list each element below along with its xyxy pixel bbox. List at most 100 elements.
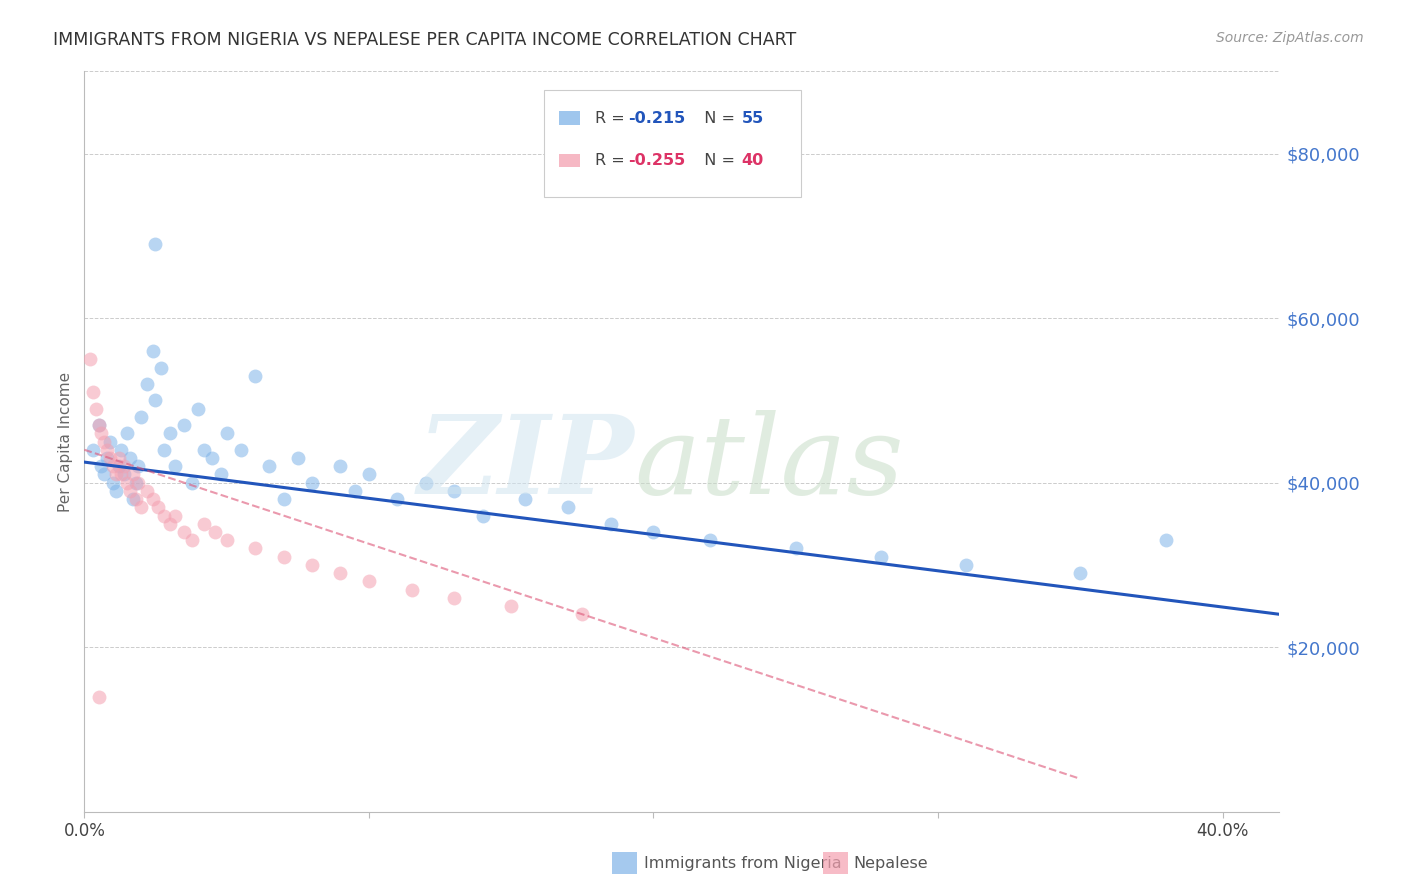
Point [343, 483, 366, 498]
Point [150, 360, 173, 375]
Point [515, 492, 537, 507]
Point [118, 483, 141, 498]
Point [215, 426, 238, 441]
Point [443, 483, 465, 498]
FancyBboxPatch shape [544, 90, 801, 197]
Point [443, 591, 465, 605]
Point [110, 467, 132, 482]
Point [96, 442, 118, 457]
Point [173, 524, 195, 539]
Point [357, 574, 380, 589]
Point [87, 690, 110, 704]
Point [153, 508, 176, 523]
Point [201, 450, 224, 465]
Point [112, 459, 135, 474]
Point [142, 492, 165, 507]
Point [273, 549, 295, 564]
Text: ZIP: ZIP [418, 410, 634, 517]
Point [204, 524, 226, 539]
Point [557, 500, 579, 515]
Point [415, 475, 437, 490]
Point [79, 352, 101, 367]
Point [1154, 533, 1177, 548]
Point [153, 442, 176, 457]
Point [104, 467, 127, 482]
Point [699, 533, 721, 548]
Point [107, 459, 129, 474]
Point [87, 418, 110, 433]
Point [112, 467, 135, 482]
Point [243, 368, 266, 383]
Point [136, 483, 159, 498]
Point [287, 450, 309, 465]
Point [329, 459, 352, 474]
Point [87, 418, 110, 433]
Point [229, 442, 252, 457]
Point [159, 426, 181, 441]
Point [93, 434, 115, 449]
Point [118, 450, 141, 465]
Point [209, 467, 232, 482]
Point [93, 467, 115, 482]
Point [107, 450, 129, 465]
Point [165, 508, 187, 523]
Point [471, 508, 494, 523]
Text: N =: N = [695, 153, 740, 168]
Point [301, 475, 323, 490]
Text: -0.215: -0.215 [628, 111, 685, 126]
Point [259, 459, 281, 474]
Text: R =: R = [595, 153, 630, 168]
Point [193, 516, 215, 531]
Point [115, 426, 138, 441]
Point [870, 549, 893, 564]
Text: 40: 40 [742, 153, 763, 168]
Text: Immigrants from Nigeria: Immigrants from Nigeria [644, 856, 842, 871]
Y-axis label: Per Capita Income: Per Capita Income [58, 371, 73, 512]
Point [127, 475, 149, 490]
Point [193, 442, 215, 457]
Text: 55: 55 [742, 111, 763, 126]
Point [101, 459, 124, 474]
FancyBboxPatch shape [558, 112, 581, 125]
Point [301, 558, 323, 572]
Point [98, 450, 121, 465]
Point [273, 492, 295, 507]
Point [129, 409, 152, 424]
Point [82, 442, 104, 457]
Point [387, 492, 409, 507]
FancyBboxPatch shape [558, 153, 581, 167]
Point [148, 500, 170, 515]
Point [145, 393, 167, 408]
Point [145, 237, 167, 252]
Point [1069, 566, 1091, 581]
Point [124, 475, 146, 490]
Point [165, 459, 187, 474]
Point [243, 541, 266, 556]
Point [90, 459, 112, 474]
Point [98, 434, 121, 449]
Point [121, 467, 143, 482]
Text: atlas: atlas [634, 410, 904, 517]
Point [82, 385, 104, 400]
Text: Nepalese: Nepalese [853, 856, 928, 871]
Point [215, 533, 238, 548]
Text: R =: R = [595, 111, 630, 126]
Point [136, 376, 159, 391]
Point [181, 533, 204, 548]
Point [599, 516, 621, 531]
Point [187, 401, 209, 416]
Point [501, 599, 523, 613]
Point [173, 418, 195, 433]
Text: IMMIGRANTS FROM NIGERIA VS NEPALESE PER CAPITA INCOME CORRELATION CHART: IMMIGRANTS FROM NIGERIA VS NEPALESE PER … [53, 31, 797, 49]
Point [115, 475, 138, 490]
Text: N =: N = [695, 111, 740, 126]
Point [643, 524, 665, 539]
Point [104, 483, 127, 498]
Point [121, 492, 143, 507]
Point [96, 450, 118, 465]
Point [124, 492, 146, 507]
Point [159, 516, 181, 531]
Point [785, 541, 807, 556]
Point [181, 475, 204, 490]
Point [401, 582, 423, 597]
